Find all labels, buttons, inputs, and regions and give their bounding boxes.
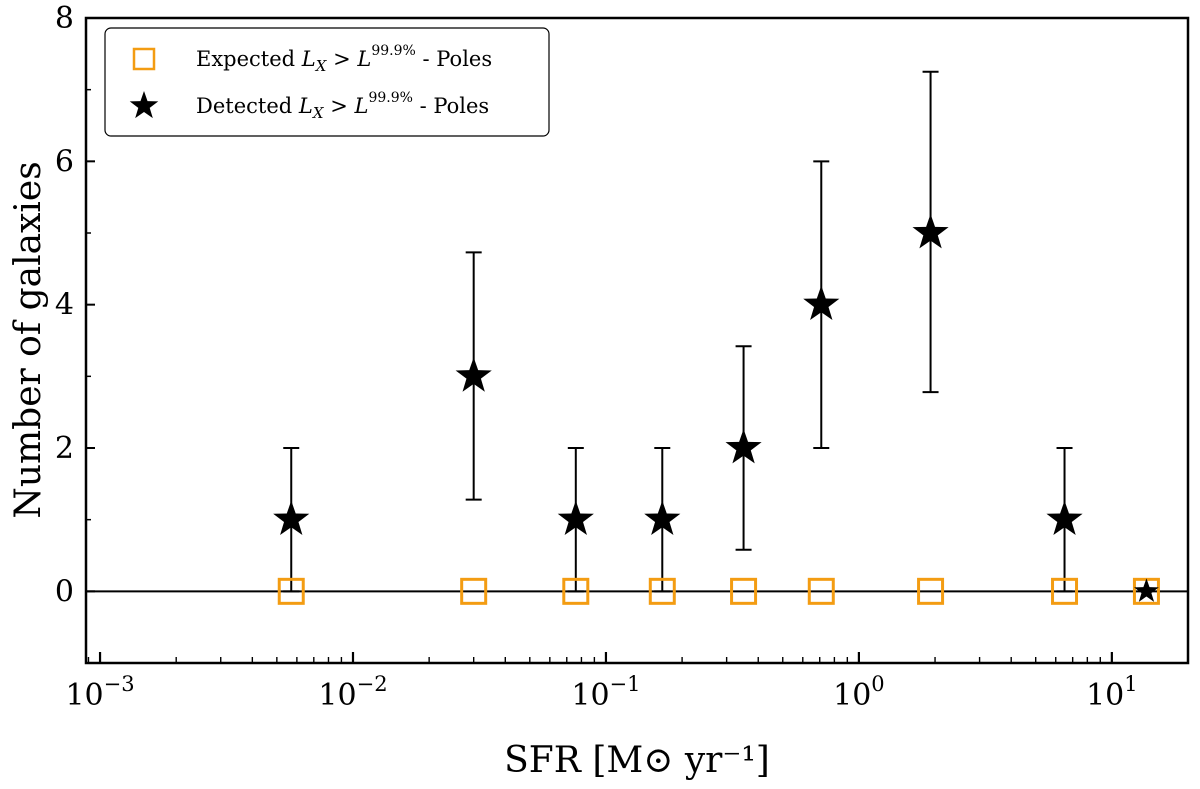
- expected-point: [807, 577, 835, 605]
- detected-point: [725, 429, 762, 464]
- legend-expected-label: Expected LX > L99.9% - Poles: [196, 43, 492, 75]
- expected-point: [648, 577, 676, 605]
- detected-markers: [273, 214, 1159, 602]
- x-tick-label: 101: [1086, 672, 1138, 713]
- detected-point: [455, 357, 492, 392]
- detected-point: [557, 500, 594, 536]
- x-tick-label: 10−2: [318, 672, 387, 713]
- detected-point: [803, 285, 840, 321]
- x-axis: 10−3 10−2 10−1 100 101: [65, 652, 1189, 713]
- x-tick-label: 100: [833, 672, 885, 713]
- y-axis: 0 2 4 6 8: [55, 1, 95, 664]
- legend-detected-label: Detected LX > L99.9% - Poles: [196, 90, 489, 122]
- y-tick-label: 2: [55, 431, 74, 466]
- x-tick-label: 10−3: [65, 672, 134, 713]
- expected-point: [730, 577, 758, 605]
- expected-point: [1051, 577, 1079, 605]
- y-tick-label: 8: [55, 1, 74, 36]
- detected-point: [644, 500, 681, 536]
- x-tick-label: 10−1: [571, 672, 640, 713]
- y-tick-label: 0: [55, 574, 74, 609]
- y-tick-label: 4: [55, 288, 74, 323]
- y-axis-label: Number of galaxies: [8, 161, 49, 518]
- legend-box: [104, 27, 550, 137]
- legend: Expected LX > L99.9% - Poles Detected LX…: [104, 27, 550, 137]
- legend-expected-marker: [132, 47, 156, 71]
- x-axis-label: SFR [M⊙ yr⁻¹]: [504, 740, 770, 781]
- expected-point: [277, 577, 305, 605]
- expected-point: [460, 577, 488, 605]
- plot-frame: [84, 16, 1190, 665]
- expected-markers: [277, 577, 1160, 605]
- legend-detected-marker: [129, 91, 159, 119]
- expected-point: [562, 577, 590, 605]
- y-tick-label: 6: [55, 144, 74, 179]
- detected-point: [1134, 578, 1159, 602]
- expected-point: [917, 577, 945, 605]
- detected-point: [1046, 500, 1083, 536]
- detected-point: [273, 500, 310, 536]
- detected-point: [912, 214, 949, 249]
